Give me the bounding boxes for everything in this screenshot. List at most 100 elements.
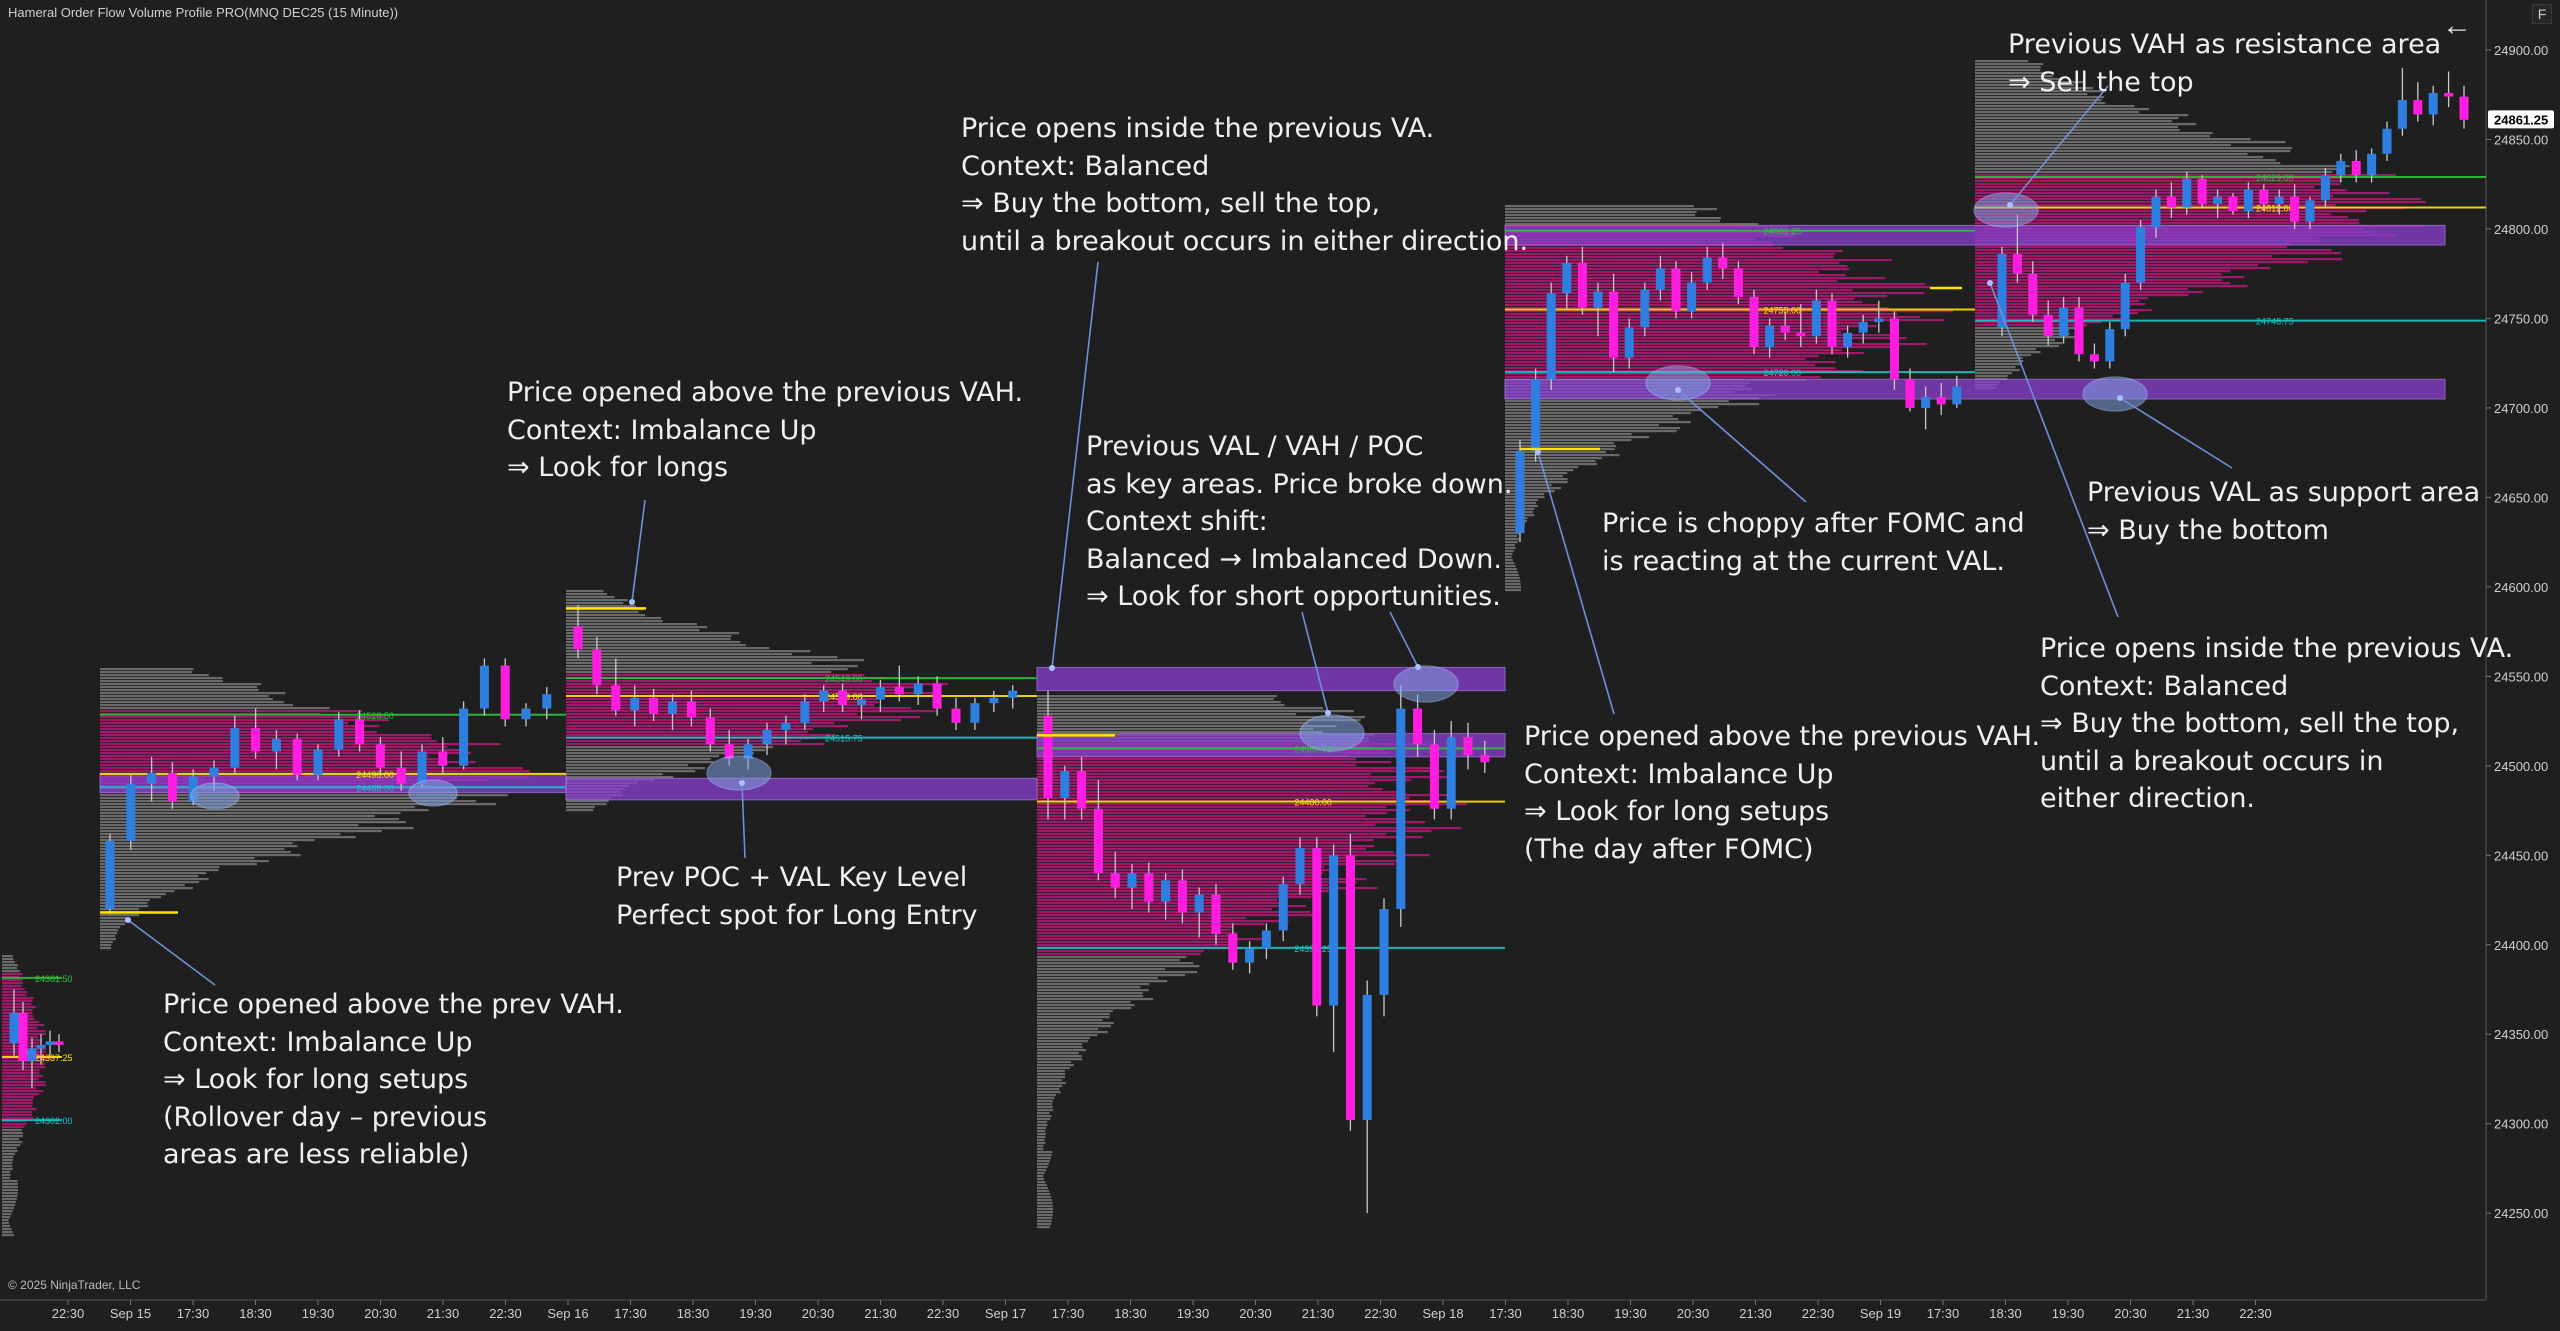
candle (2382, 121, 2392, 161)
last-price-box (2488, 110, 2554, 129)
pointer-tip-3 (1049, 665, 1055, 671)
arrow-left-icon[interactable]: ← (2442, 9, 2472, 42)
candle (2151, 189, 2161, 238)
candle (1765, 318, 1775, 358)
candle (1936, 382, 1946, 416)
pointer-tip-8 (2007, 202, 2013, 208)
candle-body (2367, 153, 2377, 176)
copyright-text: © 2025 NinjaTrader, LLC (8, 1278, 141, 1292)
annotation-sep17-open: Price opens inside the previous VA. Cont… (961, 113, 1529, 257)
candle-body (417, 751, 427, 784)
x-tick-label: 22:30 (1364, 1306, 1397, 1321)
candle (1702, 246, 1712, 290)
x-tick-label: 18:30 (1989, 1306, 2022, 1321)
candle (1780, 311, 1790, 340)
y-tick-label: 24900.00 (2494, 43, 2548, 58)
candle-body (2136, 227, 2146, 283)
highlight-ellipse-2 (706, 755, 772, 791)
candle-body (1060, 771, 1070, 799)
candle (18, 1002, 28, 1071)
candle (781, 715, 791, 745)
candle-body (1609, 291, 1619, 358)
candle (438, 737, 448, 773)
candle (1379, 898, 1389, 1017)
pointer-tip-6 (1535, 449, 1541, 455)
candle-body (1858, 322, 1868, 333)
candle (857, 694, 866, 720)
candle (1733, 261, 1743, 305)
x-tick-label: 22:30 (2239, 1306, 2272, 1321)
candle-body (2397, 100, 2407, 129)
level-label-vah-2: 24549.00 (825, 674, 863, 684)
candle-body (1997, 254, 2007, 328)
candle-body (209, 767, 219, 777)
level-label-poc-5: 24812.00 (2256, 203, 2294, 213)
candle-body (500, 665, 510, 720)
candle-body (1936, 397, 1946, 405)
x-tick-label: 21:30 (1739, 1306, 1772, 1321)
candle-body (989, 697, 999, 704)
candle-body (686, 701, 696, 718)
y-tick-label: 24300.00 (2494, 1117, 2548, 1132)
prev-val-box-sep16 (565, 777, 1038, 801)
candle (1718, 243, 1728, 280)
candle-body (1733, 268, 1743, 297)
candle-body (1687, 282, 1697, 312)
x-tick-label: Sep 17 (985, 1306, 1026, 1321)
candle-body (2120, 282, 2130, 330)
candle-body (521, 708, 531, 720)
candle-body (459, 708, 469, 766)
prev-vah-box-sep18-19 (1504, 224, 2446, 246)
candle (951, 697, 961, 731)
annotation-pointer-7 (1677, 389, 1807, 503)
candle-body (54, 1041, 64, 1045)
candle-body (2074, 307, 2084, 355)
y-tick-label: 24500.00 (2494, 759, 2548, 774)
candle-body (1278, 883, 1288, 931)
candle (2105, 322, 2115, 369)
level-label-val-4: 24720.00 (1764, 368, 1802, 378)
candle (762, 722, 772, 756)
candle (1921, 386, 1931, 430)
candle (27, 1037, 37, 1088)
candle (686, 690, 696, 727)
candle-body (36, 1044, 46, 1049)
candle-body (875, 687, 885, 700)
x-tick-label: 17:30 (1052, 1306, 1085, 1321)
candle (230, 715, 240, 773)
candle (1655, 255, 1665, 301)
annotation-pointer-3 (1051, 261, 1099, 669)
chart-title: Hameral Order Flow Volume Profile PRO(MN… (8, 5, 399, 20)
candle-body (913, 683, 923, 695)
candle (1997, 246, 2007, 337)
candle-body (126, 783, 136, 841)
candle-body (9, 1012, 19, 1044)
f-button[interactable]: F (2532, 4, 2552, 24)
candle (479, 658, 489, 716)
candle (1889, 311, 1899, 391)
volume-profile-3 (1037, 695, 1467, 1229)
x-tick-label: Sep 16 (547, 1306, 588, 1321)
x-tick-label: 18:30 (677, 1306, 710, 1321)
candle-body (2336, 160, 2346, 176)
candle-body (2213, 196, 2223, 204)
candle-body (1261, 930, 1271, 949)
candle (45, 1030, 55, 1056)
candle (1060, 765, 1070, 820)
level-label-vah-5: 24829.00 (2256, 173, 2294, 183)
candle (668, 694, 677, 731)
level-label-val-0: 24302.00 (35, 1116, 73, 1126)
candle (375, 737, 385, 773)
candle (1077, 756, 1087, 820)
highlight-ellipse-6 (1973, 192, 2039, 228)
candle (355, 710, 365, 752)
candle-body (396, 767, 406, 784)
candle (1531, 368, 1541, 462)
candle-body (1127, 873, 1137, 888)
annotation-sep18-open: Price opened above the previous VAH. Con… (1524, 721, 2041, 865)
x-tick-label: 19:30 (1177, 1306, 1210, 1321)
candle-body (1624, 327, 1634, 358)
candle (932, 676, 942, 716)
candle-body (2012, 254, 2022, 274)
